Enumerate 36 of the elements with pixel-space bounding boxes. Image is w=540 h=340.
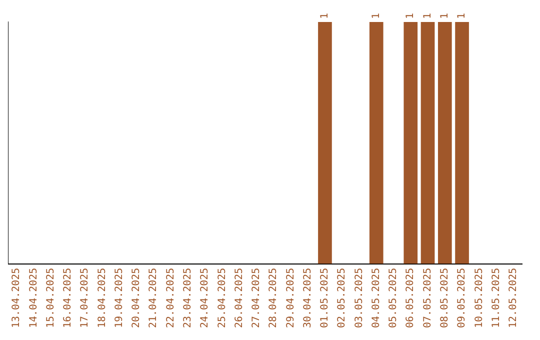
x-tick-label: 04.05.2025 bbox=[370, 268, 382, 328]
x-tick-label: 27.04.2025 bbox=[251, 268, 262, 328]
x-tick-label: 12.05.2025 bbox=[508, 268, 520, 328]
x-tick-label: 09.05.2025 bbox=[456, 268, 468, 328]
data-label: 1 bbox=[439, 12, 450, 19]
x-tick-label: 14.04.2025 bbox=[28, 268, 40, 328]
data-label: 1 bbox=[370, 12, 382, 19]
x-tick-label: 15.04.2025 bbox=[45, 268, 56, 328]
x-tick-label: 06.05.2025 bbox=[405, 268, 416, 328]
data-label: 1 bbox=[456, 12, 468, 19]
data-label: 1 bbox=[405, 12, 416, 19]
x-tick-label: 07.05.2025 bbox=[422, 268, 434, 328]
x-tick-label: 25.04.2025 bbox=[216, 268, 228, 328]
data-label: 1 bbox=[422, 12, 434, 19]
x-tick-label: 02.05.2025 bbox=[336, 268, 348, 328]
x-tick-label: 29.04.2025 bbox=[285, 268, 296, 328]
x-tick-label: 11.05.2025 bbox=[490, 268, 502, 328]
x-tick-label: 16.04.2025 bbox=[62, 268, 74, 328]
x-tick-label: 17.04.2025 bbox=[80, 268, 91, 328]
x-tick-label: 10.05.2025 bbox=[474, 268, 485, 328]
data-label: 1 bbox=[320, 12, 331, 19]
x-tick-label: 30.04.2025 bbox=[302, 268, 314, 328]
x-tick-label: 24.04.2025 bbox=[200, 268, 211, 328]
x-tick-label: 26.04.2025 bbox=[234, 268, 245, 328]
x-tick-label: 08.05.2025 bbox=[439, 268, 450, 328]
x-tick-label: 19.04.2025 bbox=[114, 268, 125, 328]
x-tick-label: 20.04.2025 bbox=[131, 268, 142, 328]
x-tick-label: 23.04.2025 bbox=[182, 268, 194, 328]
x-tick-label: 03.05.2025 bbox=[354, 268, 365, 328]
x-tick-label: 28.04.2025 bbox=[268, 268, 280, 328]
x-tick-label: 05.05.2025 bbox=[388, 268, 400, 328]
x-tick-label: 18.04.2025 bbox=[96, 268, 108, 328]
x-tick-label: 22.04.2025 bbox=[165, 268, 176, 328]
x-tick-label: 01.05.2025 bbox=[320, 268, 331, 328]
x-tick-label: 13.04.2025 bbox=[11, 268, 22, 328]
x-tick-label: 21.04.2025 bbox=[148, 268, 160, 328]
